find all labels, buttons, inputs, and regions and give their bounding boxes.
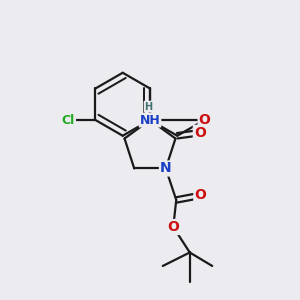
Text: H: H — [144, 101, 153, 112]
Text: O: O — [167, 220, 179, 234]
Text: NH: NH — [140, 113, 160, 127]
Text: O: O — [194, 126, 206, 140]
Text: N: N — [160, 161, 172, 176]
Text: Cl: Cl — [62, 113, 75, 127]
Text: O: O — [194, 188, 206, 203]
Text: O: O — [199, 113, 211, 127]
